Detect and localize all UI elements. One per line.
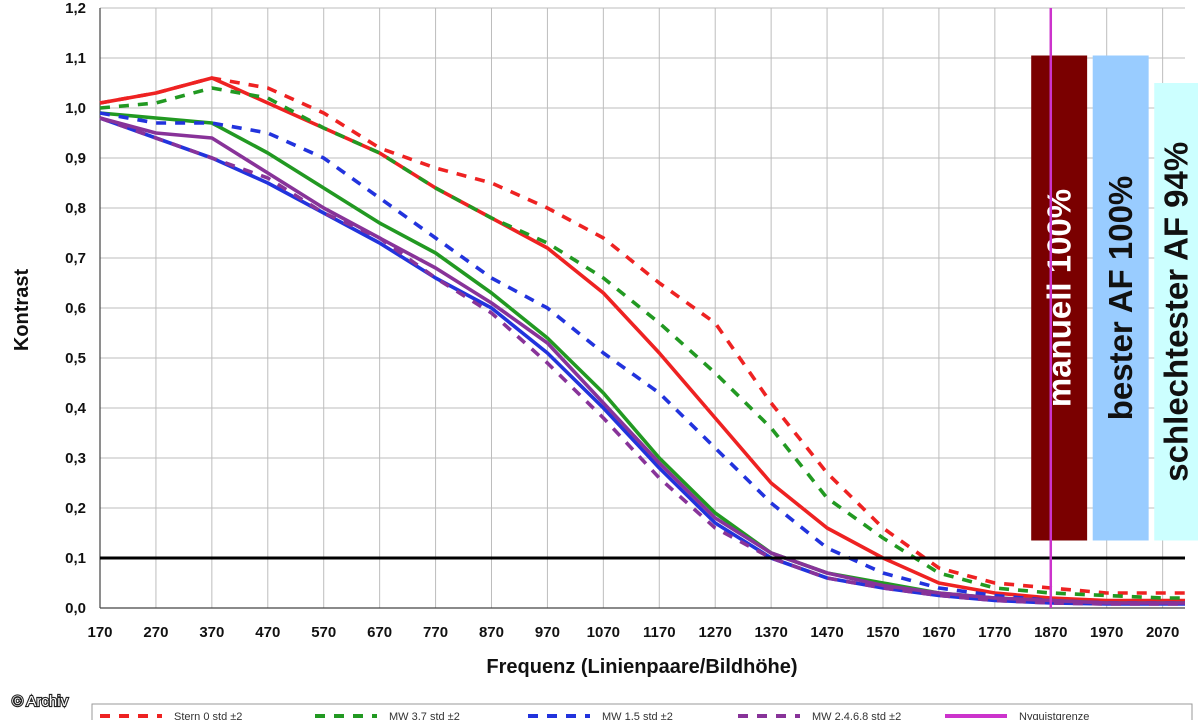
y-tick-label: 0,4 [65, 400, 87, 417]
x-tick-label: 570 [311, 624, 336, 641]
x-tick-label: 770 [423, 624, 448, 641]
x-tick-label: 1670 [922, 624, 955, 641]
y-axis-title: Kontrast [11, 269, 33, 352]
x-axis-title: Frequenz (Linienpaare/Bildhöhe) [486, 656, 797, 678]
legend-label-1: MW 3,7 std ±2 [389, 711, 460, 720]
af-bar-label-1: bester AF 100% [1102, 176, 1139, 421]
af-bar-label-0: manuell 100% [1041, 189, 1078, 407]
x-tick-label: 170 [87, 624, 112, 641]
x-tick-label: 970 [535, 624, 560, 641]
y-tick-label: 0,6 [65, 300, 86, 317]
data-series [99, 76, 1185, 606]
legend-label-3: MW 2,4,6,8 std ±2 [812, 711, 901, 720]
x-tick-label: 1770 [978, 624, 1011, 641]
x-tick-label: 1570 [866, 624, 899, 641]
af-bar-label-2: schlechtester AF 94% [1158, 142, 1195, 482]
y-tick-labels: 0,0 0,1 0,2 0,3 0,4 0,5 0,6 0,7 0,8 0,9 1,0 1,1 1,2 [65, 0, 87, 617]
af-bar-1 [1092, 55, 1149, 541]
x-tick-label: 1470 [810, 624, 843, 641]
legend-label-2: MW 1,5 std ±2 [602, 711, 673, 720]
x-tick-label: 1370 [754, 624, 787, 641]
af-bar-0 [1031, 55, 1088, 541]
y-tick-label: 0,3 [65, 450, 86, 467]
series-line-1 [99, 76, 1185, 603]
series-line-7 [99, 116, 1185, 605]
x-tick-label: 470 [255, 624, 280, 641]
legend-label-4: Nyquistgrenze [1019, 711, 1089, 720]
x-tick-label: 370 [199, 624, 224, 641]
x-tick-labels: 170 270 370 470 570 670 770 870 970 1070 1170 1270 1… [87, 624, 1179, 641]
legend: Stern 0 std ±2 MW 3,7 std ±2 MW 1,5 std ±2… [91, 703, 1193, 720]
y-tick-label: 0,8 [65, 200, 86, 217]
reference-lines [100, 8, 1185, 608]
y-tick-label: 0,0 [65, 600, 86, 617]
legend-label-0: Stern 0 std ±2 [174, 711, 242, 720]
x-tick-label: 1170 [643, 624, 676, 641]
copyright-credit: © Archiv [12, 693, 69, 710]
x-tick-label: 670 [367, 624, 392, 641]
y-tick-label: 0,7 [65, 250, 86, 267]
legend-box [91, 703, 1193, 720]
series-line-2 [99, 86, 1185, 600]
x-tick-label: 1870 [1034, 624, 1067, 641]
y-tick-label: 1,0 [65, 100, 86, 117]
x-tick-label: 2070 [1146, 624, 1179, 641]
x-tick-label: 1270 [699, 624, 732, 641]
y-tick-label: 1,1 [65, 50, 86, 67]
y-tick-label: 0,2 [65, 500, 86, 517]
x-tick-label: 870 [479, 624, 504, 641]
series-line-5 [99, 116, 1185, 606]
x-tick-label: 270 [143, 624, 168, 641]
x-tick-label: 1070 [587, 624, 620, 641]
series-line-0 [99, 76, 1185, 595]
y-tick-label: 1,2 [65, 0, 86, 17]
y-tick-label: 0,9 [65, 150, 86, 167]
af-bars: manuell 100% bester AF 100% schlechtester … [1031, 55, 1198, 541]
x-tick-label: 1970 [1090, 624, 1123, 641]
af-bar-2 [1154, 83, 1198, 541]
y-tick-label: 0,1 [65, 550, 86, 567]
y-tick-label: 0,5 [65, 350, 86, 367]
